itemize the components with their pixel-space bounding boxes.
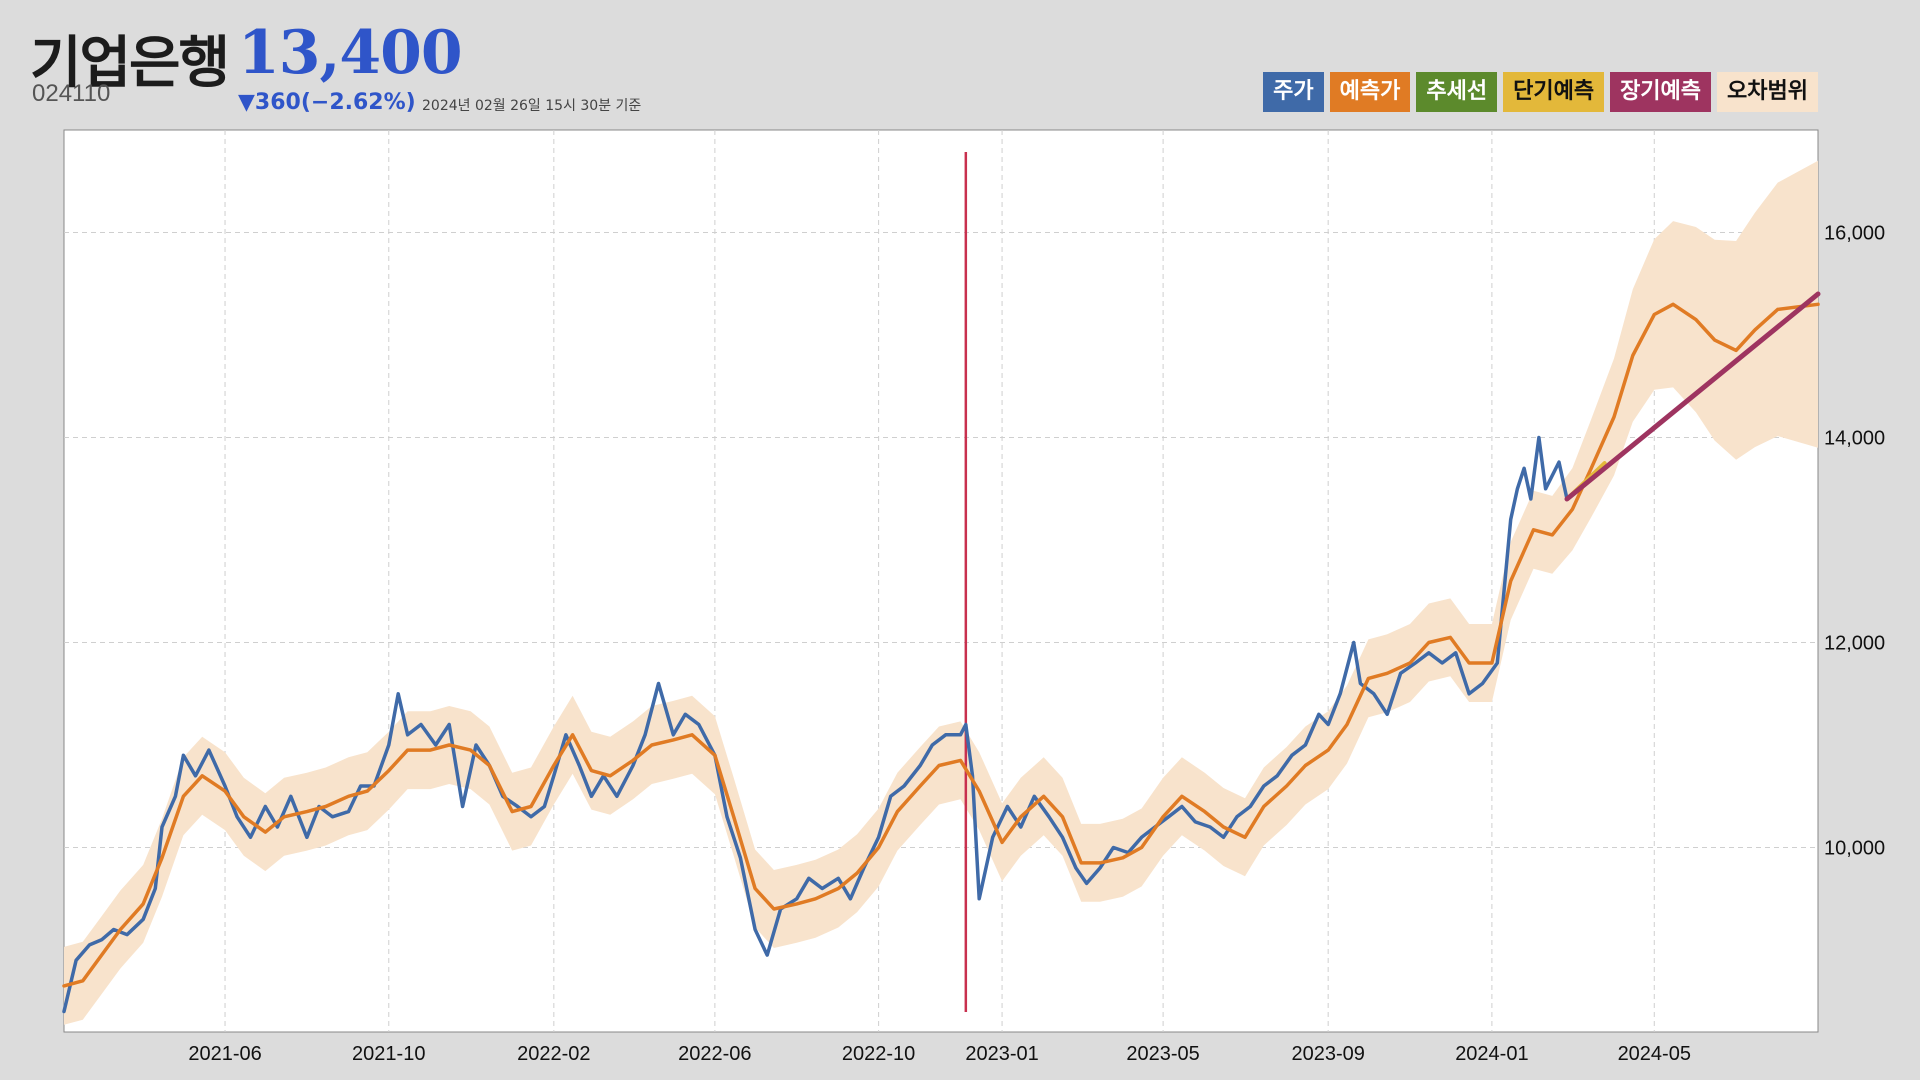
x-tick-label: 2023-01 xyxy=(965,1043,1038,1065)
grid-lines xyxy=(64,130,1818,1032)
x-tick-label: 2022-06 xyxy=(678,1043,751,1065)
error-band-area xyxy=(64,160,1818,1025)
x-tick-label: 2023-09 xyxy=(1291,1043,1364,1065)
x-tick-label: 2024-01 xyxy=(1455,1043,1528,1065)
legend: 주가 예측가 추세선 단기예측 장기예측 오차범위 xyxy=(1263,72,1818,112)
x-tick-label: 2023-05 xyxy=(1126,1043,1199,1065)
y-tick-label: 12,000 xyxy=(1824,633,1885,655)
x-tick-label: 2024-05 xyxy=(1618,1043,1691,1065)
axis-ticks: 2021-06 2021-10 2022-02 2022-06 2022-10 2023-… xyxy=(188,223,1885,1066)
company-name: 기업은행 xyxy=(30,31,230,96)
y-tick-label: 10,000 xyxy=(1824,838,1885,860)
plot-area xyxy=(63,129,1819,1033)
x-tick-label: 2021-10 xyxy=(352,1043,425,1065)
current-price: 13,400 xyxy=(238,18,463,88)
x-tick-label: 2021-06 xyxy=(188,1043,261,1065)
series-lines xyxy=(62,291,1821,1014)
legend-item-short-term[interactable]: 단기예측 xyxy=(1503,72,1605,112)
y-tick-label: 14,000 xyxy=(1824,428,1885,450)
price-change: ▼360(−2.62%) xyxy=(238,90,416,115)
prediction-line xyxy=(62,302,1820,988)
y-tick-label: 16,000 xyxy=(1824,223,1885,245)
ticker-code: 024110 xyxy=(32,80,111,107)
as-of-timestamp: 2024년 02월 26일 15시 30분 기준 xyxy=(422,98,642,114)
legend-item-error-range[interactable]: 오차범위 xyxy=(1717,72,1818,112)
long-term-forecast-line xyxy=(1564,291,1821,502)
price-line xyxy=(62,435,1569,1014)
legend-item-long-term[interactable]: 장기예측 xyxy=(1610,72,1712,112)
x-tick-label: 2022-02 xyxy=(517,1043,590,1065)
legend-item-prediction[interactable]: 예측가 xyxy=(1329,72,1411,112)
error-band xyxy=(64,160,1818,1025)
legend-item-trendline[interactable]: 추세선 xyxy=(1416,72,1498,112)
x-tick-label: 2022-10 xyxy=(842,1043,915,1065)
legend-item-price[interactable]: 주가 xyxy=(1263,72,1324,112)
